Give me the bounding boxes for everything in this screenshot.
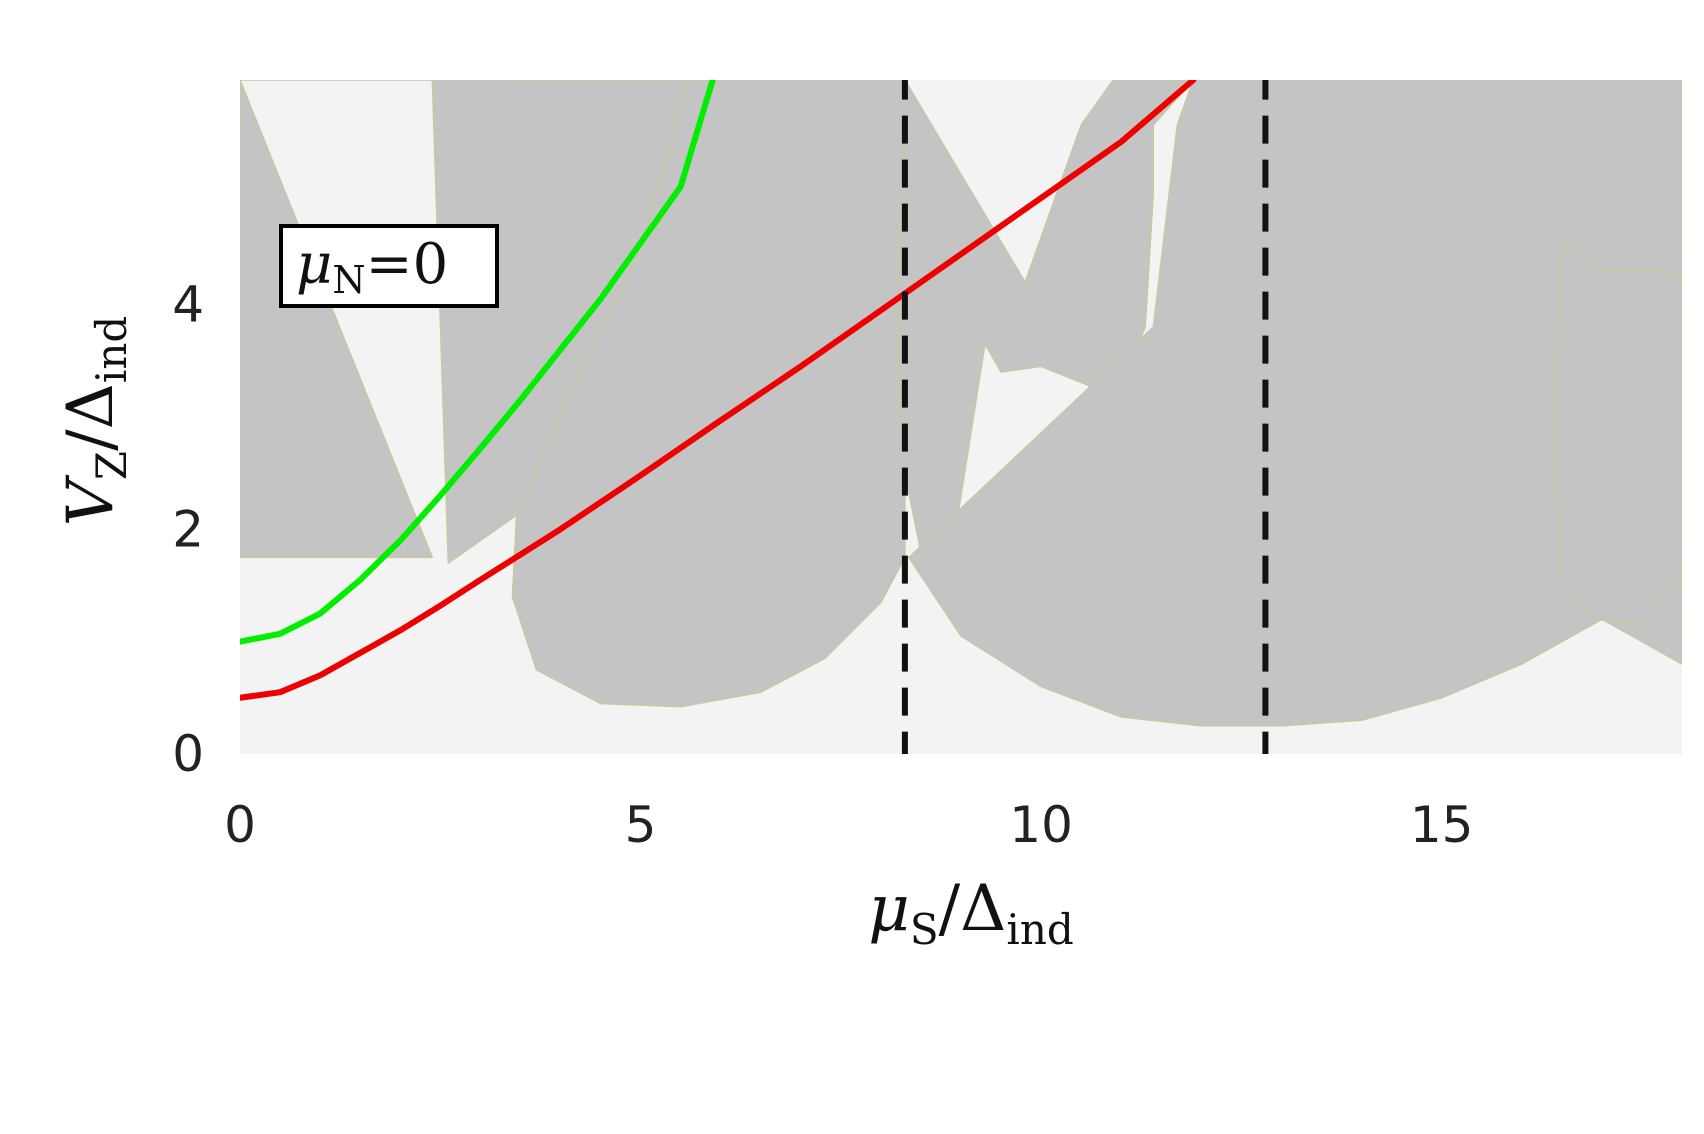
series-lines	[240, 80, 1269, 754]
phase-region-5	[908, 80, 1682, 727]
phase-regions	[240, 80, 1682, 727]
x-tick-label: 5	[625, 796, 657, 854]
annotation-label: μN=0	[296, 232, 448, 302]
y-tick-label: 2	[172, 500, 204, 558]
y-tick-label: 4	[172, 276, 204, 334]
plot-area	[240, 80, 1682, 754]
y-tick-label: 0	[172, 725, 204, 783]
y-tick-labels: 0 2 4	[172, 276, 204, 783]
phase-region-3	[511, 80, 906, 708]
x-axis-label: μS/Δind	[868, 872, 1074, 954]
phase-region-2	[240, 80, 434, 559]
y-axis-label: VZ/Δind	[54, 316, 136, 527]
x-tick-label: 15	[1410, 796, 1474, 854]
x-tick-label: 10	[1009, 796, 1073, 854]
x-tick-labels: 0 5 10 15	[224, 796, 1473, 854]
mu-n-annotation: μN=0	[279, 224, 499, 308]
green-solid-line-1	[240, 80, 716, 645]
x-tick-label: 0	[224, 796, 256, 854]
annotation-box	[279, 224, 499, 308]
red-solid-line-2	[240, 80, 1197, 701]
